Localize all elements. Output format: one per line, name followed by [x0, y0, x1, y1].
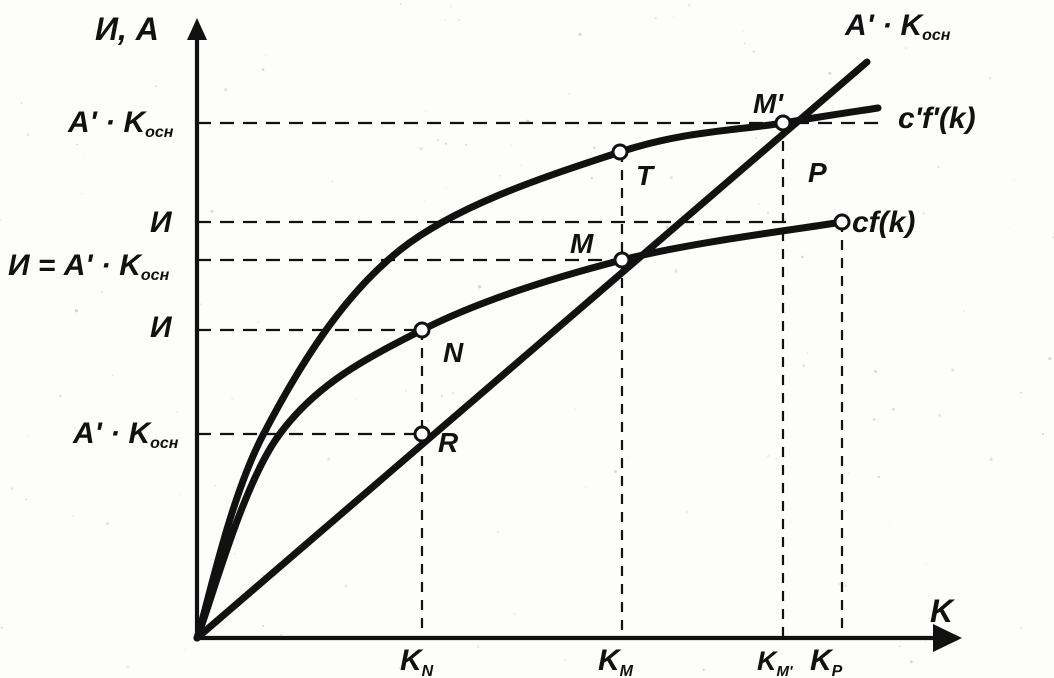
svg-text:KP: KP: [810, 644, 843, 678]
svg-text:И: И: [150, 206, 173, 239]
svg-text:R: R: [438, 427, 459, 458]
svg-text:A' · Kосн: A' · Kосн: [72, 417, 179, 452]
svg-text:T: T: [636, 160, 656, 191]
svg-text:N: N: [443, 337, 464, 368]
svg-text:И, A: И, A: [95, 11, 159, 47]
svg-text:KM': KM': [757, 646, 793, 678]
svg-text:cf(k): cf(k): [852, 206, 915, 239]
svg-text:M': M': [753, 88, 784, 119]
svg-text:c'f'(k): c'f'(k): [898, 102, 976, 135]
svg-text:KM: KM: [598, 644, 634, 678]
svg-text:M: M: [570, 228, 594, 259]
svg-text:И = A' · Kосн: И = A' · Kосн: [8, 249, 170, 284]
svg-text:A' · Kосн: A' · Kосн: [67, 106, 174, 141]
svg-text:K: K: [930, 593, 956, 629]
svg-text:P: P: [808, 157, 827, 188]
svg-text:KN: KN: [400, 644, 434, 678]
svg-text:A' · Kосн: A' · Kосн: [844, 9, 951, 44]
svg-text:И: И: [150, 311, 173, 344]
